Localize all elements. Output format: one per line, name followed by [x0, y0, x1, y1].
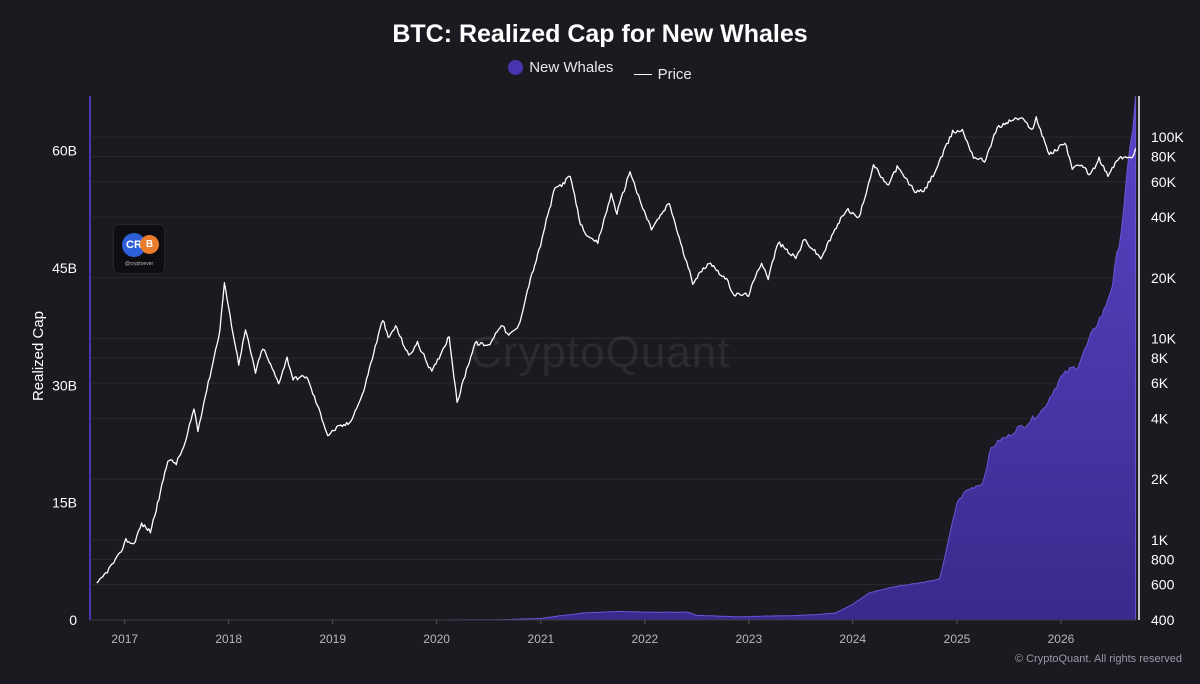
x-tick-label: 2017: [111, 632, 138, 646]
y-axis-ticks: 0 15B 30B 45B 60B: [52, 143, 77, 628]
series-price: [96, 116, 1137, 584]
y-tick-label: 60B: [52, 143, 77, 159]
x-tick-label: 2020: [423, 632, 450, 646]
y2-tick-label: 6K: [1151, 375, 1169, 391]
y2-axis-ticks: 400 600 800 1K 2K 4K 6K 8K 10K 20K 40K 60K 80K 100K: [1151, 129, 1184, 628]
legend-swatch-new-whales: [508, 60, 524, 75]
legend-item-price[interactable]: Price: [633, 66, 692, 83]
x-tick-label: 2022: [631, 632, 658, 646]
legend-item-new-whales[interactable]: New Whales: [508, 59, 613, 76]
x-tick-label: 2025: [944, 632, 971, 646]
x-tick-label: 2023: [735, 632, 762, 646]
publisher-logo: CR B @cryptoever: [113, 224, 165, 274]
axes: [89, 96, 1140, 621]
y2-tick-label: 20K: [1151, 270, 1177, 286]
logo-handle: @cryptoever: [124, 261, 154, 267]
y2-tick-label: 600: [1151, 577, 1175, 593]
watermark: CryptoQuant: [470, 328, 731, 377]
x-tick-label: 2026: [1048, 632, 1075, 646]
y2-tick-label: 400: [1151, 612, 1175, 628]
x-tick-label: 2018: [215, 632, 242, 646]
y2-tick-label: 2K: [1151, 471, 1169, 487]
y2-tick-label: 60K: [1151, 174, 1177, 190]
legend-label-price: Price: [657, 66, 692, 83]
y-tick-label: 15B: [52, 495, 77, 511]
legend-swatch-price: [633, 74, 652, 75]
copyright-notice: © CryptoQuant. All rights reserved: [1014, 653, 1182, 665]
logo-mark-right: B: [140, 235, 159, 254]
x-tick-label: 2024: [839, 632, 866, 646]
y-tick-label: 0: [69, 612, 77, 628]
y2-tick-label: 8K: [1151, 350, 1169, 366]
x-tick-label: 2021: [528, 632, 555, 646]
y-axis-label: Realized Cap: [30, 311, 47, 401]
y-tick-label: 30B: [52, 377, 77, 393]
y2-tick-label: 4K: [1151, 411, 1169, 427]
legend-label-new-whales: New Whales: [529, 59, 614, 76]
legend: New Whales Price: [0, 59, 1200, 83]
y2-tick-label: 100K: [1151, 129, 1184, 145]
x-tick-label: 2019: [319, 632, 346, 646]
y2-tick-label: 40K: [1151, 209, 1177, 225]
price-line: [96, 116, 1137, 584]
y2-tick-label: 80K: [1151, 149, 1177, 165]
y2-tick-label: 1K: [1151, 532, 1169, 548]
x-axis-ticks: 2017 2018 2019 2020 2021 2022 2023 2024 2025 2026: [111, 620, 1075, 646]
y2-tick-label: 800: [1151, 551, 1175, 567]
y-tick-label: 45B: [52, 260, 77, 276]
y2-tick-label: 10K: [1151, 330, 1177, 346]
chart-title: BTC: Realized Cap for New Whales: [392, 20, 808, 48]
